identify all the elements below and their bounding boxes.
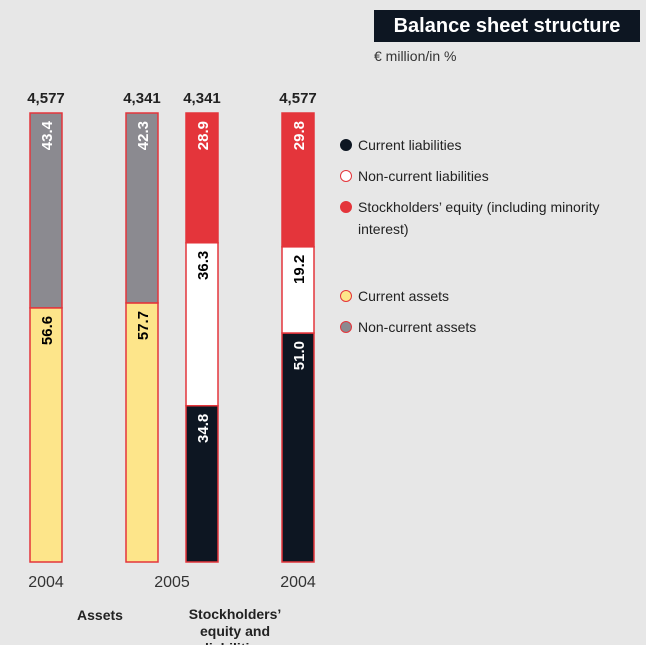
- bar-segment: [281, 246, 315, 334]
- value-label: 19.2: [291, 255, 308, 284]
- bar-segment: [29, 112, 63, 309]
- legend-marker: [340, 139, 352, 151]
- legend-item: Non-current assets: [340, 316, 646, 338]
- legend: Current liabilities Non-current liabiliti…: [340, 134, 646, 347]
- value-label: 51.0: [291, 341, 308, 370]
- chart-subtitle: € million/in %: [374, 48, 457, 64]
- group-label: Assets: [77, 607, 123, 623]
- legend-item: Stockholders’ equity (including minority…: [340, 196, 646, 240]
- group-label: Stockholders’ equity and liabilities: [188, 606, 282, 645]
- total-label: 4,577: [279, 90, 317, 107]
- legend-marker: [340, 170, 352, 182]
- bar-segment: [185, 404, 219, 563]
- legend-item: Current assets: [340, 285, 646, 307]
- bar-segment: [125, 112, 159, 304]
- legend-marker: [340, 321, 352, 333]
- legend-marker: [340, 290, 352, 302]
- total-label: 4,341: [123, 90, 161, 107]
- legend-label: Current assets: [358, 288, 450, 304]
- legend-item: Non-current liabilities: [340, 165, 646, 187]
- x-tick-label: 2004: [280, 574, 316, 591]
- bar-segment: [185, 242, 219, 407]
- value-label: 56.6: [39, 316, 56, 345]
- bar-segment: [281, 112, 315, 248]
- value-label: 29.8: [291, 121, 308, 150]
- chart-title: Balance sheet structure: [374, 10, 640, 42]
- x-tick-label: 2005: [154, 574, 190, 591]
- legend-marker: [340, 201, 352, 213]
- bar-segment: [29, 307, 63, 563]
- total-label: 4,577: [27, 90, 65, 107]
- value-label: 42.3: [135, 121, 152, 150]
- value-label: 57.7: [135, 311, 152, 340]
- bar-segment: [281, 332, 315, 563]
- value-label: 36.3: [195, 251, 212, 280]
- legend-label: Stockholders’ equity (including minority…: [358, 199, 600, 237]
- x-tick-label: 2004: [28, 574, 64, 591]
- legend-label: Current liabilities: [358, 137, 462, 153]
- legend-label: Non-current liabilities: [358, 168, 489, 184]
- total-label: 4,341: [183, 90, 221, 107]
- value-label: 34.8: [195, 414, 212, 443]
- legend-label: Non-current assets: [358, 319, 477, 335]
- legend-item: Current liabilities: [340, 134, 646, 156]
- value-label: 43.4: [39, 120, 56, 150]
- value-label: 28.9: [195, 121, 212, 150]
- bar-segment: [185, 112, 219, 244]
- bar-segment: [125, 302, 159, 563]
